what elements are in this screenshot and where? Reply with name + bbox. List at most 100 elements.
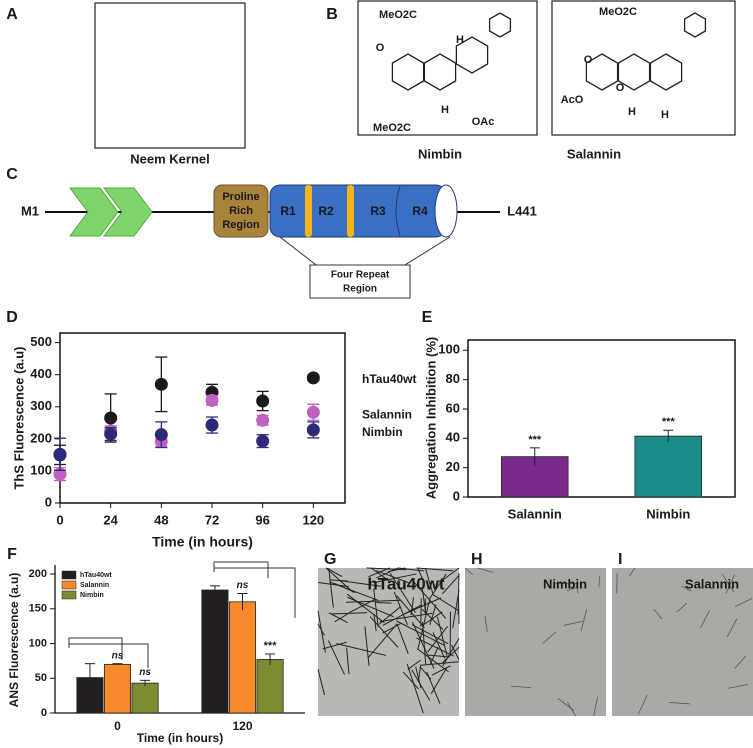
- fibril: [676, 602, 687, 613]
- chevron: [69, 187, 119, 237]
- fibril: [347, 596, 394, 618]
- panel-letter: B: [326, 6, 338, 23]
- fibril: [332, 612, 368, 615]
- y-tick-label: 0: [45, 494, 52, 509]
- divider: [395, 185, 401, 237]
- fibril: [346, 593, 385, 624]
- point: [205, 418, 219, 432]
- fibril: [328, 612, 348, 624]
- fibril: [429, 573, 447, 599]
- fibril: [726, 618, 738, 638]
- fibril: [421, 589, 427, 615]
- band: [347, 185, 354, 237]
- fibril: [681, 585, 692, 592]
- y-tick-label: 50: [35, 672, 47, 684]
- y-tick-label: 0: [41, 707, 47, 719]
- y-tick-label: 200: [29, 568, 47, 580]
- fibril: [734, 598, 753, 608]
- cylinder-end: [434, 184, 458, 238]
- point: [256, 394, 270, 408]
- panel-letter: F: [7, 546, 17, 563]
- fibril: [370, 567, 391, 582]
- fibril: [451, 644, 460, 660]
- micrograph: [612, 567, 753, 716]
- micrograph-label: Nimbin: [543, 576, 587, 591]
- fibril: [580, 609, 588, 631]
- bar: [228, 601, 257, 714]
- bar: [634, 435, 703, 498]
- chevron: [103, 187, 153, 237]
- fibril: [373, 588, 379, 627]
- terminus: M1: [21, 203, 39, 218]
- proline-box: [213, 184, 269, 238]
- micrograph: [464, 567, 606, 717]
- fibril: [382, 623, 401, 634]
- fibril: [389, 573, 416, 614]
- fibril: [376, 602, 392, 604]
- plot-frame: [467, 339, 736, 498]
- fibril: [396, 623, 409, 654]
- ring: [649, 53, 683, 91]
- fibril: [411, 624, 449, 645]
- fibril: [417, 567, 425, 583]
- fibril: [397, 567, 424, 572]
- fibril: [326, 567, 343, 578]
- fibril: [593, 696, 599, 717]
- fibril: [542, 631, 557, 644]
- region-label: Region: [343, 284, 377, 295]
- fibril: [369, 616, 399, 648]
- fibril: [366, 567, 407, 571]
- region-label: Four Repeat: [331, 270, 390, 281]
- y-axis-label: ThS Fluorescence (a.u): [11, 346, 26, 489]
- legend-label: Salannin: [80, 582, 109, 589]
- proline-label: Rich: [229, 205, 253, 217]
- fibril: [576, 582, 579, 594]
- fibril: [345, 599, 401, 603]
- structure-name: Nimbin: [418, 146, 462, 161]
- fibril: [393, 591, 408, 625]
- panel-letter: E: [422, 309, 433, 326]
- panel-letter: D: [6, 309, 18, 326]
- atom-label: H: [661, 109, 669, 121]
- point: [154, 428, 168, 442]
- x-tick-label: 120: [232, 719, 252, 733]
- bar: [201, 589, 229, 714]
- structure-name: Salannin: [567, 146, 621, 161]
- y-tick-label: 100: [30, 462, 52, 477]
- fibril: [429, 646, 439, 665]
- fibril: [563, 621, 582, 626]
- significance-brackets: [68, 561, 296, 668]
- y-tick-label: 200: [30, 430, 52, 445]
- ring: [391, 53, 425, 91]
- fibril: [700, 610, 710, 629]
- caption: Neem Kernel: [130, 151, 209, 166]
- fibril: [510, 685, 532, 689]
- fibril: [346, 647, 350, 675]
- x-tick-label: 72: [205, 512, 219, 527]
- panel-letter: C: [6, 166, 18, 183]
- micrograph-label: Salannin: [685, 576, 739, 591]
- significance: ns: [112, 650, 124, 661]
- fibril: [336, 643, 386, 656]
- point: [53, 447, 67, 461]
- fibril: [416, 567, 454, 572]
- bar: [256, 659, 284, 714]
- fibril: [339, 580, 382, 587]
- terminus: L441: [507, 203, 537, 218]
- significance: ns: [237, 580, 249, 591]
- fibril: [477, 567, 494, 573]
- y-tick-label: 100: [29, 637, 47, 649]
- x-tick-label: 24: [103, 512, 118, 527]
- fibril: [734, 655, 747, 669]
- y-tick-label: 300: [30, 398, 52, 413]
- point: [306, 423, 320, 437]
- fibril: [317, 610, 326, 653]
- fibril: [442, 575, 460, 595]
- y-axis-label: Aggregation Inhibition (%): [423, 337, 438, 499]
- fibril: [382, 604, 422, 626]
- fibril: [379, 612, 433, 623]
- series-label: Salannin: [362, 407, 412, 421]
- fibril: [429, 604, 437, 625]
- significance: ns: [139, 667, 151, 678]
